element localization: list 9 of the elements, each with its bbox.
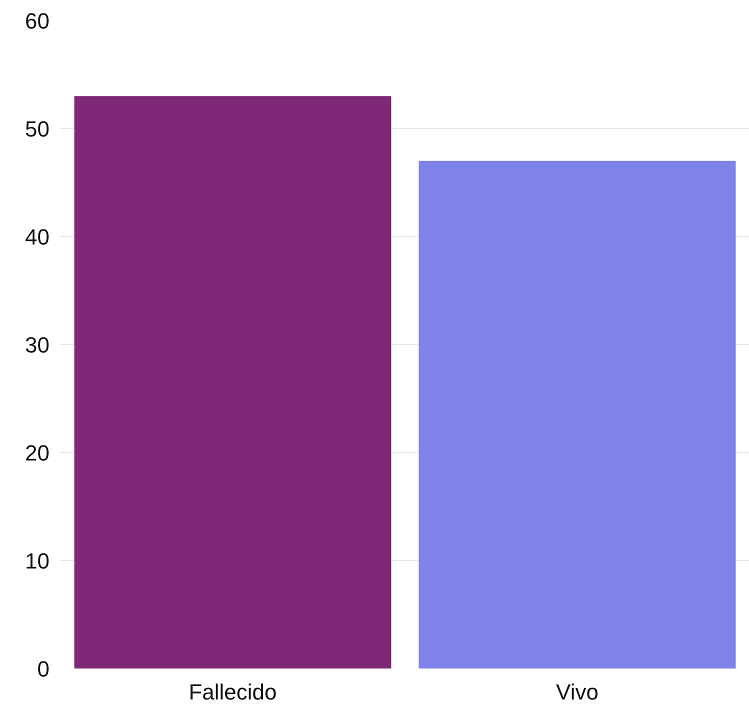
y-tick-label: 30	[25, 332, 50, 358]
x-tick-label: Fallecido	[188, 680, 277, 704]
y-tick-label: 20	[25, 440, 50, 466]
y-tick-label: 10	[25, 548, 50, 574]
y-tick-label: 40	[25, 224, 50, 250]
y-tick-label: 50	[25, 116, 50, 142]
x-tick-label: Vivo	[556, 680, 598, 704]
y-tick-label: 60	[25, 8, 50, 34]
y-tick-label: 0	[37, 656, 50, 682]
